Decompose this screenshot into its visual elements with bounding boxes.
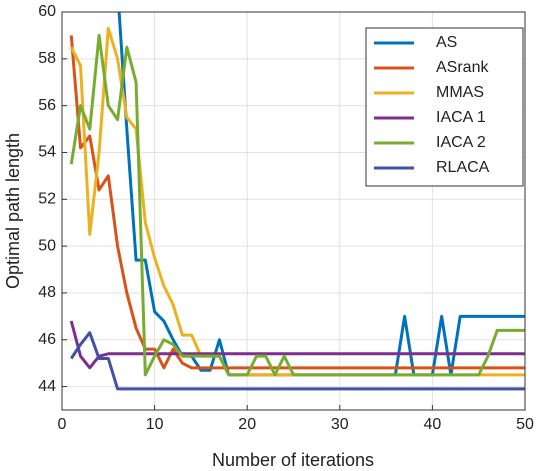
legend-label: RLACA [436,159,490,176]
x-tick-label: 40 [424,416,442,433]
y-tick-label: 50 [38,237,56,254]
legend-label: MMAS [436,84,484,101]
legend-box [365,27,524,187]
x-tick-label: 20 [238,416,256,433]
x-tick-label: 10 [146,416,164,433]
series-line [69,320,525,370]
y-tick-label: 52 [38,191,56,208]
y-tick-label: 44 [38,378,56,395]
y-tick-label: 48 [38,284,56,301]
legend-label: IACA 2 [436,134,486,151]
x-tick-label: 0 [58,416,67,433]
y-tick-label: 60 [38,3,56,20]
legend-label: AS [436,34,457,51]
y-tick-label: 56 [38,97,56,114]
y-axis-label: Optimal path length [3,133,23,289]
legend-label: IACA 1 [436,109,486,126]
series-line [69,33,525,377]
series-line [70,331,525,391]
x-axis-label: Number of iterations [212,450,374,470]
series-line [69,35,525,370]
y-tick-label: 58 [38,50,56,67]
y-tick-label: 54 [38,144,56,161]
plot-frame [61,11,526,411]
y-tick-label: 46 [38,331,56,348]
x-tick-label: 50 [516,416,534,433]
legend-label: ASrank [436,59,489,76]
x-tick-label: 30 [331,416,349,433]
